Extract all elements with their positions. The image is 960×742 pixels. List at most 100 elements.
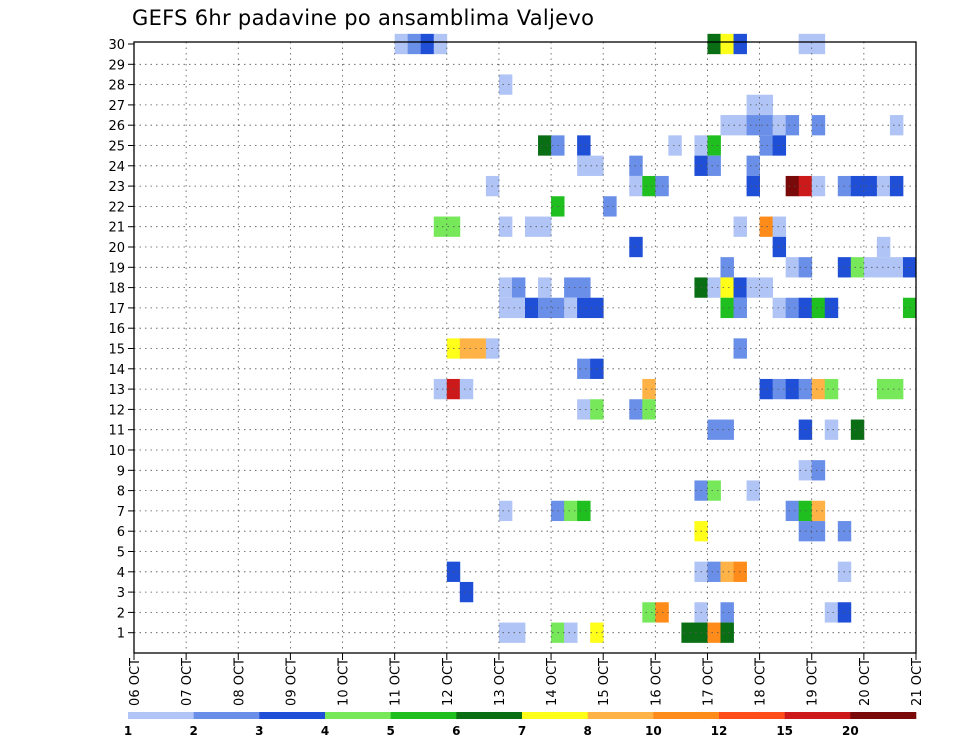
heatmap-cell	[811, 500, 826, 522]
heatmap-cell	[811, 175, 826, 197]
heatmap-cell	[889, 115, 904, 136]
heatmap-cell	[759, 94, 774, 116]
y-tick-label: 3	[117, 586, 125, 601]
y-tick-label: 27	[108, 99, 125, 114]
heatmap-cell	[707, 622, 721, 643]
heatmap-cell	[772, 297, 787, 319]
heatmap-cell	[642, 602, 656, 623]
x-tick-label: 19 OCT	[806, 658, 821, 706]
heatmap-cell	[707, 277, 721, 298]
y-tick-label: 9	[117, 464, 125, 479]
heatmap-cell	[863, 257, 878, 278]
y-axis: 1234567891011121314151617181920212223242…	[108, 38, 134, 642]
y-tick-label: 20	[108, 241, 125, 256]
colorbar-swatch	[784, 712, 851, 719]
heatmap-cell	[459, 338, 474, 359]
heatmap-cell	[681, 622, 695, 643]
heatmap-cell	[785, 297, 800, 319]
heatmap-cell	[811, 115, 826, 136]
heatmap-cell	[772, 135, 787, 156]
x-tick-label: 10 OCT	[337, 658, 352, 706]
heatmap-cell	[811, 521, 826, 542]
y-tick-label: 12	[108, 403, 125, 418]
heatmap-cell	[785, 378, 800, 400]
colorbar-label: 20	[842, 724, 859, 738]
colorbar-swatch	[259, 712, 326, 719]
y-tick-label: 5	[117, 546, 125, 561]
heatmap-cell	[746, 155, 760, 176]
y-tick-label: 26	[108, 119, 125, 134]
y-tick-label: 10	[108, 444, 125, 459]
heatmap-cell	[759, 216, 774, 237]
heatmap-cell	[577, 277, 591, 298]
heatmap-cell	[498, 500, 513, 522]
heatmap-cell	[785, 115, 800, 136]
heatmap-cell	[876, 378, 891, 400]
heatmap-cell	[824, 419, 839, 440]
heatmap-cell	[889, 175, 904, 197]
y-tick-label: 1	[117, 627, 125, 642]
heatmap-cell	[433, 378, 448, 400]
colorbar-swatch	[325, 712, 391, 719]
colorbar-swatch	[587, 712, 654, 719]
heatmap-cell	[577, 500, 591, 522]
heatmap-cell	[642, 378, 656, 400]
heatmap-cell	[759, 378, 774, 400]
heatmap-cell	[824, 602, 839, 623]
heatmap-cell	[772, 236, 787, 258]
colorbar-label: 3	[255, 724, 263, 738]
colorbar-label: 2	[189, 724, 197, 738]
heatmap-cell	[811, 297, 826, 319]
y-tick-label: 17	[108, 302, 125, 317]
heatmap-cell	[889, 378, 904, 400]
cells-layer	[394, 33, 917, 643]
colorbar-swatch	[653, 712, 720, 719]
colorbar-label: 4	[321, 724, 329, 738]
heatmap-cell	[577, 155, 591, 176]
heatmap-cell	[759, 115, 774, 136]
heatmap-cell	[720, 115, 734, 136]
heatmap-cell	[811, 378, 826, 400]
y-tick-label: 14	[108, 363, 125, 378]
colorbar-swatch	[456, 712, 523, 719]
heatmap-cell	[876, 257, 891, 278]
heatmap-cell	[746, 94, 760, 116]
colorbar-label: 1	[124, 724, 132, 738]
heatmap-cell	[707, 419, 721, 440]
colorbar-label: 10	[645, 724, 662, 738]
heatmap-cell	[511, 297, 526, 319]
colorbar-swatch	[850, 712, 917, 719]
heatmap-cell	[746, 175, 760, 197]
heatmap-cell	[564, 622, 578, 643]
heatmap-cell	[759, 135, 774, 156]
heatmap-cell	[498, 74, 513, 95]
heatmap-cell	[511, 277, 526, 298]
x-tick-label: 16 OCT	[649, 658, 664, 706]
heatmap-cell	[824, 378, 839, 400]
y-tick-label: 21	[108, 221, 125, 236]
y-tick-label: 8	[117, 485, 125, 500]
x-axis: 06 OCT 07 OCT 08 OCT 09 OCT 10 OCT 11 OCT 12 O…	[128, 653, 925, 706]
heatmap-cell	[538, 135, 552, 156]
x-tick-label: 17 OCT	[701, 658, 716, 706]
heatmap-cell	[733, 33, 747, 55]
colorbar: 1 2 3 4 5 6 7 8 10 12 15 20	[124, 712, 917, 738]
heatmap-cell	[850, 175, 865, 197]
heatmap-cell	[564, 500, 578, 522]
heatmap-cell	[498, 216, 513, 237]
heatmap-cell	[772, 378, 787, 400]
heatmap-cell	[498, 622, 513, 643]
heatmap-cell	[603, 196, 617, 217]
y-tick-label: 29	[108, 58, 125, 73]
heatmap-cell	[459, 378, 474, 400]
heatmap-cell	[707, 135, 721, 156]
heatmap-cell	[538, 216, 552, 237]
heatmap-cell	[759, 277, 774, 298]
colorbar-label: 5	[386, 724, 394, 738]
heatmap-cell	[642, 399, 656, 420]
y-tick-label: 22	[108, 200, 125, 215]
heatmap-cell	[707, 155, 721, 176]
y-tick-label: 2	[117, 606, 125, 621]
x-tick-label: 08 OCT	[232, 658, 247, 706]
